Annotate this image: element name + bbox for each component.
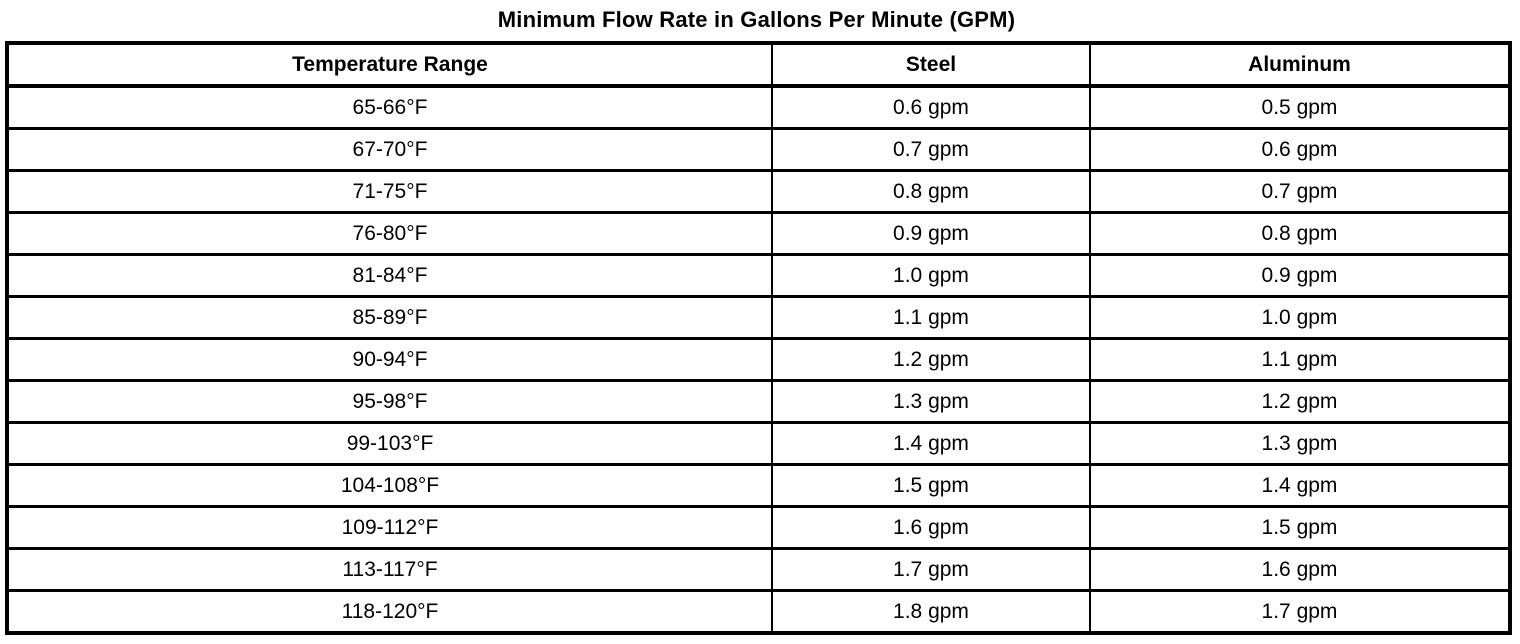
table-row: 113-117°F 1.7 gpm 1.6 gpm — [6, 547, 1511, 592]
temperature-cell: 109-112°F — [6, 505, 773, 550]
column-header-temperature-range: Temperature Range — [6, 41, 773, 88]
temperature-cell: 81-84°F — [6, 253, 773, 298]
temperature-cell: 71-75°F — [6, 169, 773, 214]
aluminum-cell: 1.1 gpm — [1089, 337, 1511, 382]
aluminum-cell: 0.6 gpm — [1089, 127, 1511, 172]
aluminum-cell: 1.6 gpm — [1089, 547, 1511, 592]
table-row: 65-66°F 0.6 gpm 0.5 gpm — [6, 84, 1511, 130]
steel-cell: 1.4 gpm — [771, 421, 1091, 466]
steel-cell: 1.5 gpm — [771, 463, 1091, 508]
temperature-cell: 118-120°F — [6, 589, 773, 635]
steel-cell: 1.0 gpm — [771, 253, 1091, 298]
table-row: 90-94°F 1.2 gpm 1.1 gpm — [6, 337, 1511, 382]
aluminum-cell: 1.0 gpm — [1089, 295, 1511, 340]
header-row: Temperature Range Steel Aluminum — [6, 41, 1511, 88]
temperature-cell: 99-103°F — [6, 421, 773, 466]
aluminum-cell: 1.5 gpm — [1089, 505, 1511, 550]
table-row: 95-98°F 1.3 gpm 1.2 gpm — [6, 379, 1511, 424]
table-row: 81-84°F 1.0 gpm 0.9 gpm — [6, 253, 1511, 298]
aluminum-cell: 1.7 gpm — [1089, 589, 1511, 635]
temperature-cell: 67-70°F — [6, 127, 773, 172]
steel-cell: 1.3 gpm — [771, 379, 1091, 424]
aluminum-cell: 0.9 gpm — [1089, 253, 1511, 298]
steel-cell: 1.1 gpm — [771, 295, 1091, 340]
table-row: 67-70°F 0.7 gpm 0.6 gpm — [6, 127, 1511, 172]
table-row: 71-75°F 0.8 gpm 0.7 gpm — [6, 169, 1511, 214]
aluminum-cell: 0.7 gpm — [1089, 169, 1511, 214]
aluminum-cell: 0.5 gpm — [1089, 84, 1511, 130]
temperature-cell: 76-80°F — [6, 211, 773, 256]
steel-cell: 0.9 gpm — [771, 211, 1091, 256]
temperature-cell: 113-117°F — [6, 547, 773, 592]
temperature-cell: 90-94°F — [6, 337, 773, 382]
aluminum-cell: 1.3 gpm — [1089, 421, 1511, 466]
column-header-steel: Steel — [771, 41, 1091, 88]
aluminum-cell: 1.4 gpm — [1089, 463, 1511, 508]
table-row: 104-108°F 1.5 gpm 1.4 gpm — [6, 463, 1511, 508]
steel-cell: 0.6 gpm — [771, 84, 1091, 130]
temperature-cell: 85-89°F — [6, 295, 773, 340]
aluminum-cell: 0.8 gpm — [1089, 211, 1511, 256]
column-header-aluminum: Aluminum — [1089, 41, 1511, 88]
table-row: 85-89°F 1.1 gpm 1.0 gpm — [6, 295, 1511, 340]
temperature-cell: 65-66°F — [6, 84, 773, 130]
temperature-cell: 104-108°F — [6, 463, 773, 508]
steel-cell: 1.7 gpm — [771, 547, 1091, 592]
table-row: 99-103°F 1.4 gpm 1.3 gpm — [6, 421, 1511, 466]
table-row: 118-120°F 1.8 gpm 1.7 gpm — [6, 589, 1511, 635]
flow-rate-table: Temperature Range Steel Aluminum 65-66°F… — [5, 41, 1512, 635]
steel-cell: 0.7 gpm — [771, 127, 1091, 172]
steel-cell: 1.6 gpm — [771, 505, 1091, 550]
steel-cell: 1.2 gpm — [771, 337, 1091, 382]
page-title: Minimum Flow Rate in Gallons Per Minute … — [497, 7, 1016, 32]
steel-cell: 1.8 gpm — [771, 589, 1091, 635]
steel-cell: 0.8 gpm — [771, 169, 1091, 214]
table-row: 109-112°F 1.6 gpm 1.5 gpm — [6, 505, 1511, 550]
table-row: 76-80°F 0.9 gpm 0.8 gpm — [6, 211, 1511, 256]
aluminum-cell: 1.2 gpm — [1089, 379, 1511, 424]
temperature-cell: 95-98°F — [6, 379, 773, 424]
